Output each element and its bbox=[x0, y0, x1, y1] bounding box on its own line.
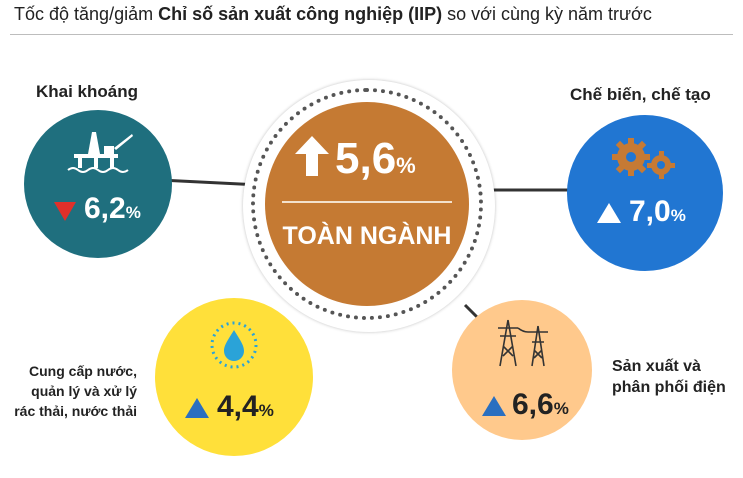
title-text-2: so với cùng kỳ năm trước bbox=[442, 4, 652, 24]
total-industry-circle bbox=[265, 102, 469, 306]
up-arrow-icon bbox=[482, 396, 506, 416]
up-arrow-icon bbox=[597, 203, 621, 223]
center-divider bbox=[282, 201, 452, 203]
total-industry-value: 5,6% bbox=[295, 134, 416, 184]
gears-icon bbox=[612, 138, 675, 179]
water-circle: 4,4% bbox=[155, 298, 313, 456]
down-arrow-icon bbox=[54, 202, 76, 221]
up-arrow-icon bbox=[185, 398, 209, 418]
electricity-value: 6,6% bbox=[512, 388, 569, 421]
manufacturing-label: Chế biến, chế tạo bbox=[570, 85, 711, 104]
total-industry-label: TOÀN NGÀNH bbox=[282, 222, 452, 250]
water-label: Cung cấp nước, quản lý và xử lý rác thải… bbox=[14, 363, 137, 419]
manufacturing-value: 7,0% bbox=[629, 195, 686, 228]
power-tower-icon bbox=[498, 319, 548, 367]
water-drop-icon bbox=[210, 321, 258, 369]
electricity-label: Sản xuất và phân phối điện bbox=[612, 358, 726, 396]
title-text-bold: Chỉ số sản xuất công nghiệp (IIP) bbox=[158, 4, 443, 24]
infographic-title: Tốc độ tăng/giảm Chỉ số sản xuất công ng… bbox=[14, 4, 652, 25]
mining-label: Khai khoáng bbox=[36, 82, 139, 101]
center-dotted-border bbox=[251, 88, 483, 320]
oil-rig-icon bbox=[67, 132, 133, 173]
title-divider bbox=[10, 34, 733, 35]
manufacturing-circle: 7,0% bbox=[567, 115, 723, 271]
mining-circle: 6,2% bbox=[24, 110, 172, 258]
water-value: 4,4% bbox=[217, 390, 274, 423]
electricity-circle: 6,6% bbox=[452, 300, 592, 440]
up-arrow-icon bbox=[295, 136, 329, 176]
title-text-1: Tốc độ tăng/giảm bbox=[14, 4, 159, 24]
mining-value: 6,2% bbox=[84, 192, 141, 225]
